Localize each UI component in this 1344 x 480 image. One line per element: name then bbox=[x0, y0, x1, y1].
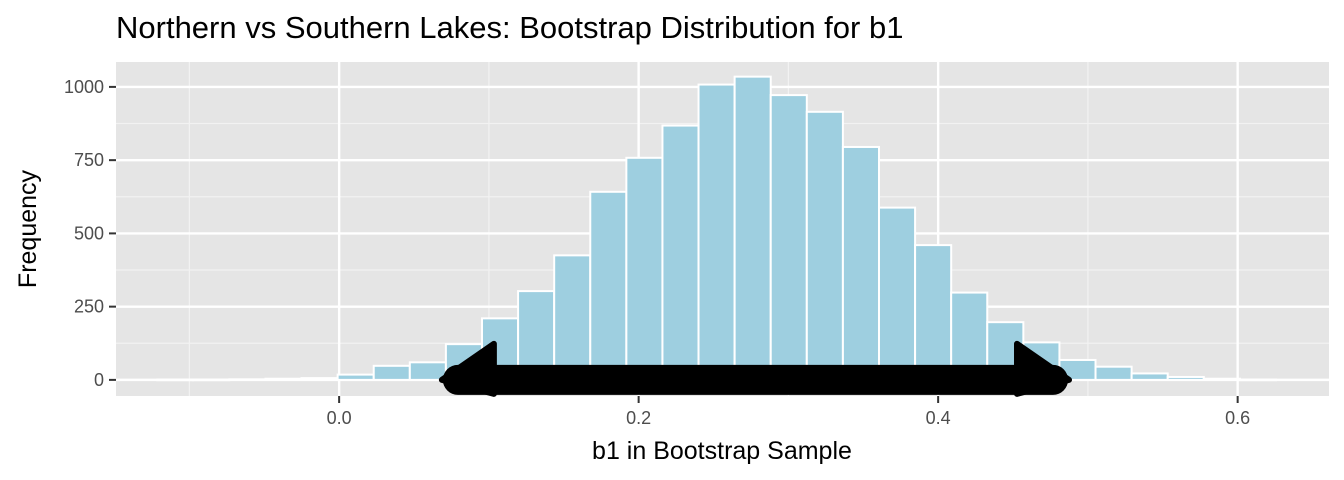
histogram-bar bbox=[264, 377, 303, 381]
x-axis-title: b1 in Bootstrap Sample bbox=[592, 437, 852, 465]
histogram-bar bbox=[589, 190, 628, 381]
histogram-bar bbox=[914, 244, 953, 381]
arrow-head-right bbox=[1014, 340, 1073, 397]
histogram-bar bbox=[192, 378, 231, 382]
histogram-bar bbox=[228, 378, 267, 381]
histogram-bars bbox=[156, 75, 1277, 382]
histogram-bar bbox=[372, 364, 411, 381]
histogram-bar bbox=[1202, 377, 1241, 381]
histogram-bar bbox=[877, 206, 917, 381]
histogram-bar bbox=[1094, 365, 1133, 381]
arrow-head-left bbox=[438, 340, 497, 397]
histogram-bar bbox=[1238, 378, 1277, 382]
histogram-bar bbox=[300, 377, 339, 381]
x-tick-label: 0.6 bbox=[1225, 408, 1250, 428]
histogram-bar bbox=[697, 83, 736, 381]
histogram-bar bbox=[1130, 372, 1169, 381]
y-tick-label: 750 bbox=[74, 150, 104, 170]
y-tick-label: 500 bbox=[74, 223, 104, 243]
chart-title: Northern vs Southern Lakes: Bootstrap Di… bbox=[116, 10, 903, 45]
histogram-bar bbox=[769, 94, 808, 381]
interval-arrow bbox=[438, 340, 1073, 397]
histogram-bar bbox=[733, 75, 772, 381]
histogram-bar bbox=[336, 373, 375, 381]
x-tick-label: 0.4 bbox=[926, 408, 951, 428]
histogram-bar bbox=[1166, 375, 1205, 381]
x-axis-ticks: 0.0 0.2 0.4 0.6 bbox=[327, 396, 1250, 428]
histogram-bar bbox=[841, 145, 880, 381]
histogram-bar bbox=[553, 254, 592, 381]
y-axis-title: Frequency bbox=[14, 169, 42, 288]
y-tick-label: 1000 bbox=[64, 77, 104, 97]
histogram-bar bbox=[661, 124, 700, 381]
histogram-bar bbox=[805, 110, 844, 381]
y-axis-ticks: 0 250 500 750 1000 bbox=[64, 77, 116, 390]
histogram-bar bbox=[625, 156, 664, 381]
y-tick-label: 0 bbox=[94, 370, 104, 390]
x-tick-label: 0.2 bbox=[626, 408, 651, 428]
histogram-bar bbox=[156, 378, 195, 382]
y-tick-label: 250 bbox=[74, 297, 104, 317]
x-tick-label: 0.0 bbox=[327, 408, 352, 428]
